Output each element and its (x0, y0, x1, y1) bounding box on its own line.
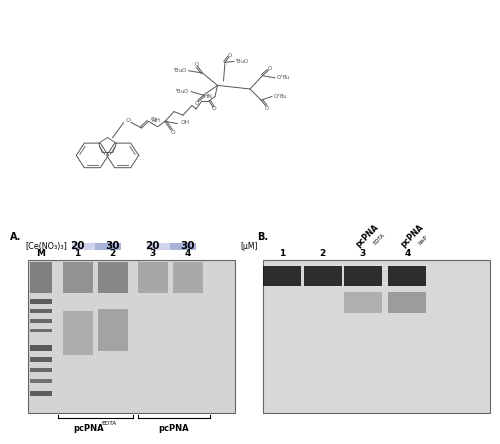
Text: 2: 2 (320, 250, 326, 258)
Text: 1: 1 (280, 250, 285, 258)
Text: 4: 4 (404, 250, 410, 258)
Text: B.: B. (258, 232, 268, 242)
Bar (262, 260, 490, 413)
Text: $^t$BuO: $^t$BuO (175, 87, 190, 96)
Text: O: O (151, 117, 156, 122)
Text: O: O (194, 62, 198, 67)
Text: O: O (265, 106, 269, 111)
Bar (30, 262, 52, 293)
Text: HN: HN (203, 94, 212, 99)
Text: 4: 4 (184, 250, 190, 258)
Text: 30: 30 (105, 242, 120, 251)
Text: O: O (212, 107, 216, 111)
Text: bisP: bisP (418, 234, 429, 246)
Text: [μM]: [μM] (240, 242, 258, 251)
Text: $^t$BuO: $^t$BuO (235, 57, 250, 66)
Bar (30, 379, 52, 383)
Bar (30, 309, 52, 313)
Text: $^t$BuO: $^t$BuO (172, 66, 188, 75)
Text: 2: 2 (110, 250, 116, 258)
Bar (28, 260, 235, 413)
Text: 30: 30 (180, 242, 195, 251)
Bar (62, 262, 92, 293)
Bar (30, 357, 52, 362)
Bar (388, 292, 426, 313)
Text: 3: 3 (360, 250, 366, 258)
Text: [Ce(NO₃)₃]: [Ce(NO₃)₃] (25, 242, 67, 251)
Text: O: O (268, 66, 272, 71)
Text: pcPNA: pcPNA (74, 424, 104, 432)
Bar (344, 292, 382, 313)
Bar (304, 266, 342, 286)
Bar (62, 311, 92, 355)
Text: 20: 20 (70, 242, 85, 251)
Text: M: M (36, 250, 46, 258)
Bar (30, 299, 52, 304)
Polygon shape (72, 243, 120, 250)
Bar (388, 266, 426, 286)
Polygon shape (95, 243, 120, 250)
Text: OH: OH (181, 120, 190, 125)
Text: O: O (126, 119, 131, 123)
Text: O: O (194, 101, 198, 106)
Bar (138, 262, 168, 293)
Text: pcPNA: pcPNA (354, 222, 380, 249)
Text: O$^t$Bu: O$^t$Bu (273, 92, 288, 101)
Text: EDTA: EDTA (373, 232, 386, 246)
Text: pcPNA: pcPNA (398, 222, 425, 249)
Text: 20: 20 (145, 242, 160, 251)
Bar (98, 262, 128, 293)
Text: O: O (228, 53, 232, 58)
Polygon shape (170, 243, 196, 250)
Bar (172, 262, 203, 293)
Polygon shape (146, 243, 196, 250)
Bar (264, 266, 302, 286)
Text: O: O (170, 130, 175, 135)
Text: pcPNA: pcPNA (158, 424, 189, 432)
Text: 1: 1 (74, 250, 80, 258)
Text: A.: A. (10, 232, 22, 242)
Bar (98, 309, 128, 351)
Bar (30, 345, 52, 351)
Bar (30, 319, 52, 323)
Text: EDTA: EDTA (102, 421, 116, 426)
Text: NH: NH (151, 118, 160, 123)
Bar (30, 391, 52, 396)
Text: 3: 3 (150, 250, 156, 258)
Bar (30, 329, 52, 332)
Text: O$^t$Bu: O$^t$Bu (276, 73, 291, 82)
Bar (344, 266, 382, 286)
Bar (30, 368, 52, 372)
